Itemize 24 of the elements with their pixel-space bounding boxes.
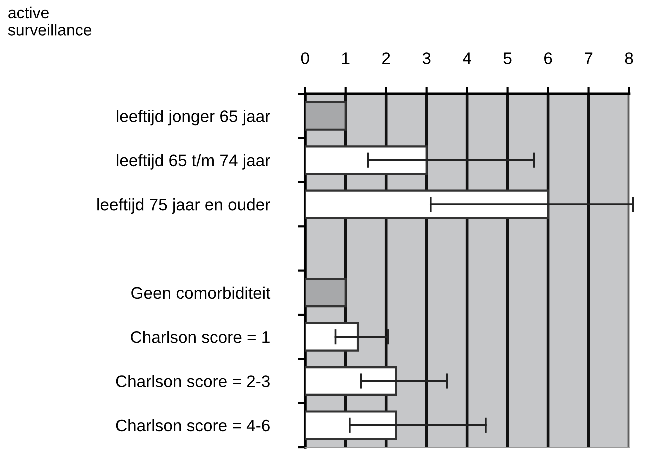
x-tick-label: 7 [585,52,593,64]
text: active surveillance [8,6,92,36]
bar [305,278,347,308]
x-tick-label: 6 [544,52,552,64]
y-tick-label: leeftijd 75 jaar en ouder [98,198,270,214]
x-tick-label: 3 [422,52,431,64]
y-tick-label: Charlson score = 1 [131,331,270,344]
bar [305,366,398,396]
x-tick-label: 2 [382,52,390,64]
y-tick-label: Charlson score = 4-6 [116,419,270,432]
bar [305,410,398,440]
x-tick-label: 1 [342,52,350,64]
y-tick-label: Charlson score = 2-3 [116,375,270,388]
bar [305,101,347,131]
bar [305,322,360,352]
y-tick-label: Geen comorbiditeit [132,286,271,300]
bar [305,190,550,220]
y-tick-label: leeftijd 65 t/m 74 jaar [117,154,270,170]
x-tick-label: 5 [504,52,512,64]
x-tick-label: 8 [625,52,634,64]
x-tick-label: 0 [301,52,310,64]
y-tick-label: leeftijd jonger 65 jaar [117,110,270,126]
bar [305,146,428,176]
x-tick-label: 4 [463,52,472,64]
